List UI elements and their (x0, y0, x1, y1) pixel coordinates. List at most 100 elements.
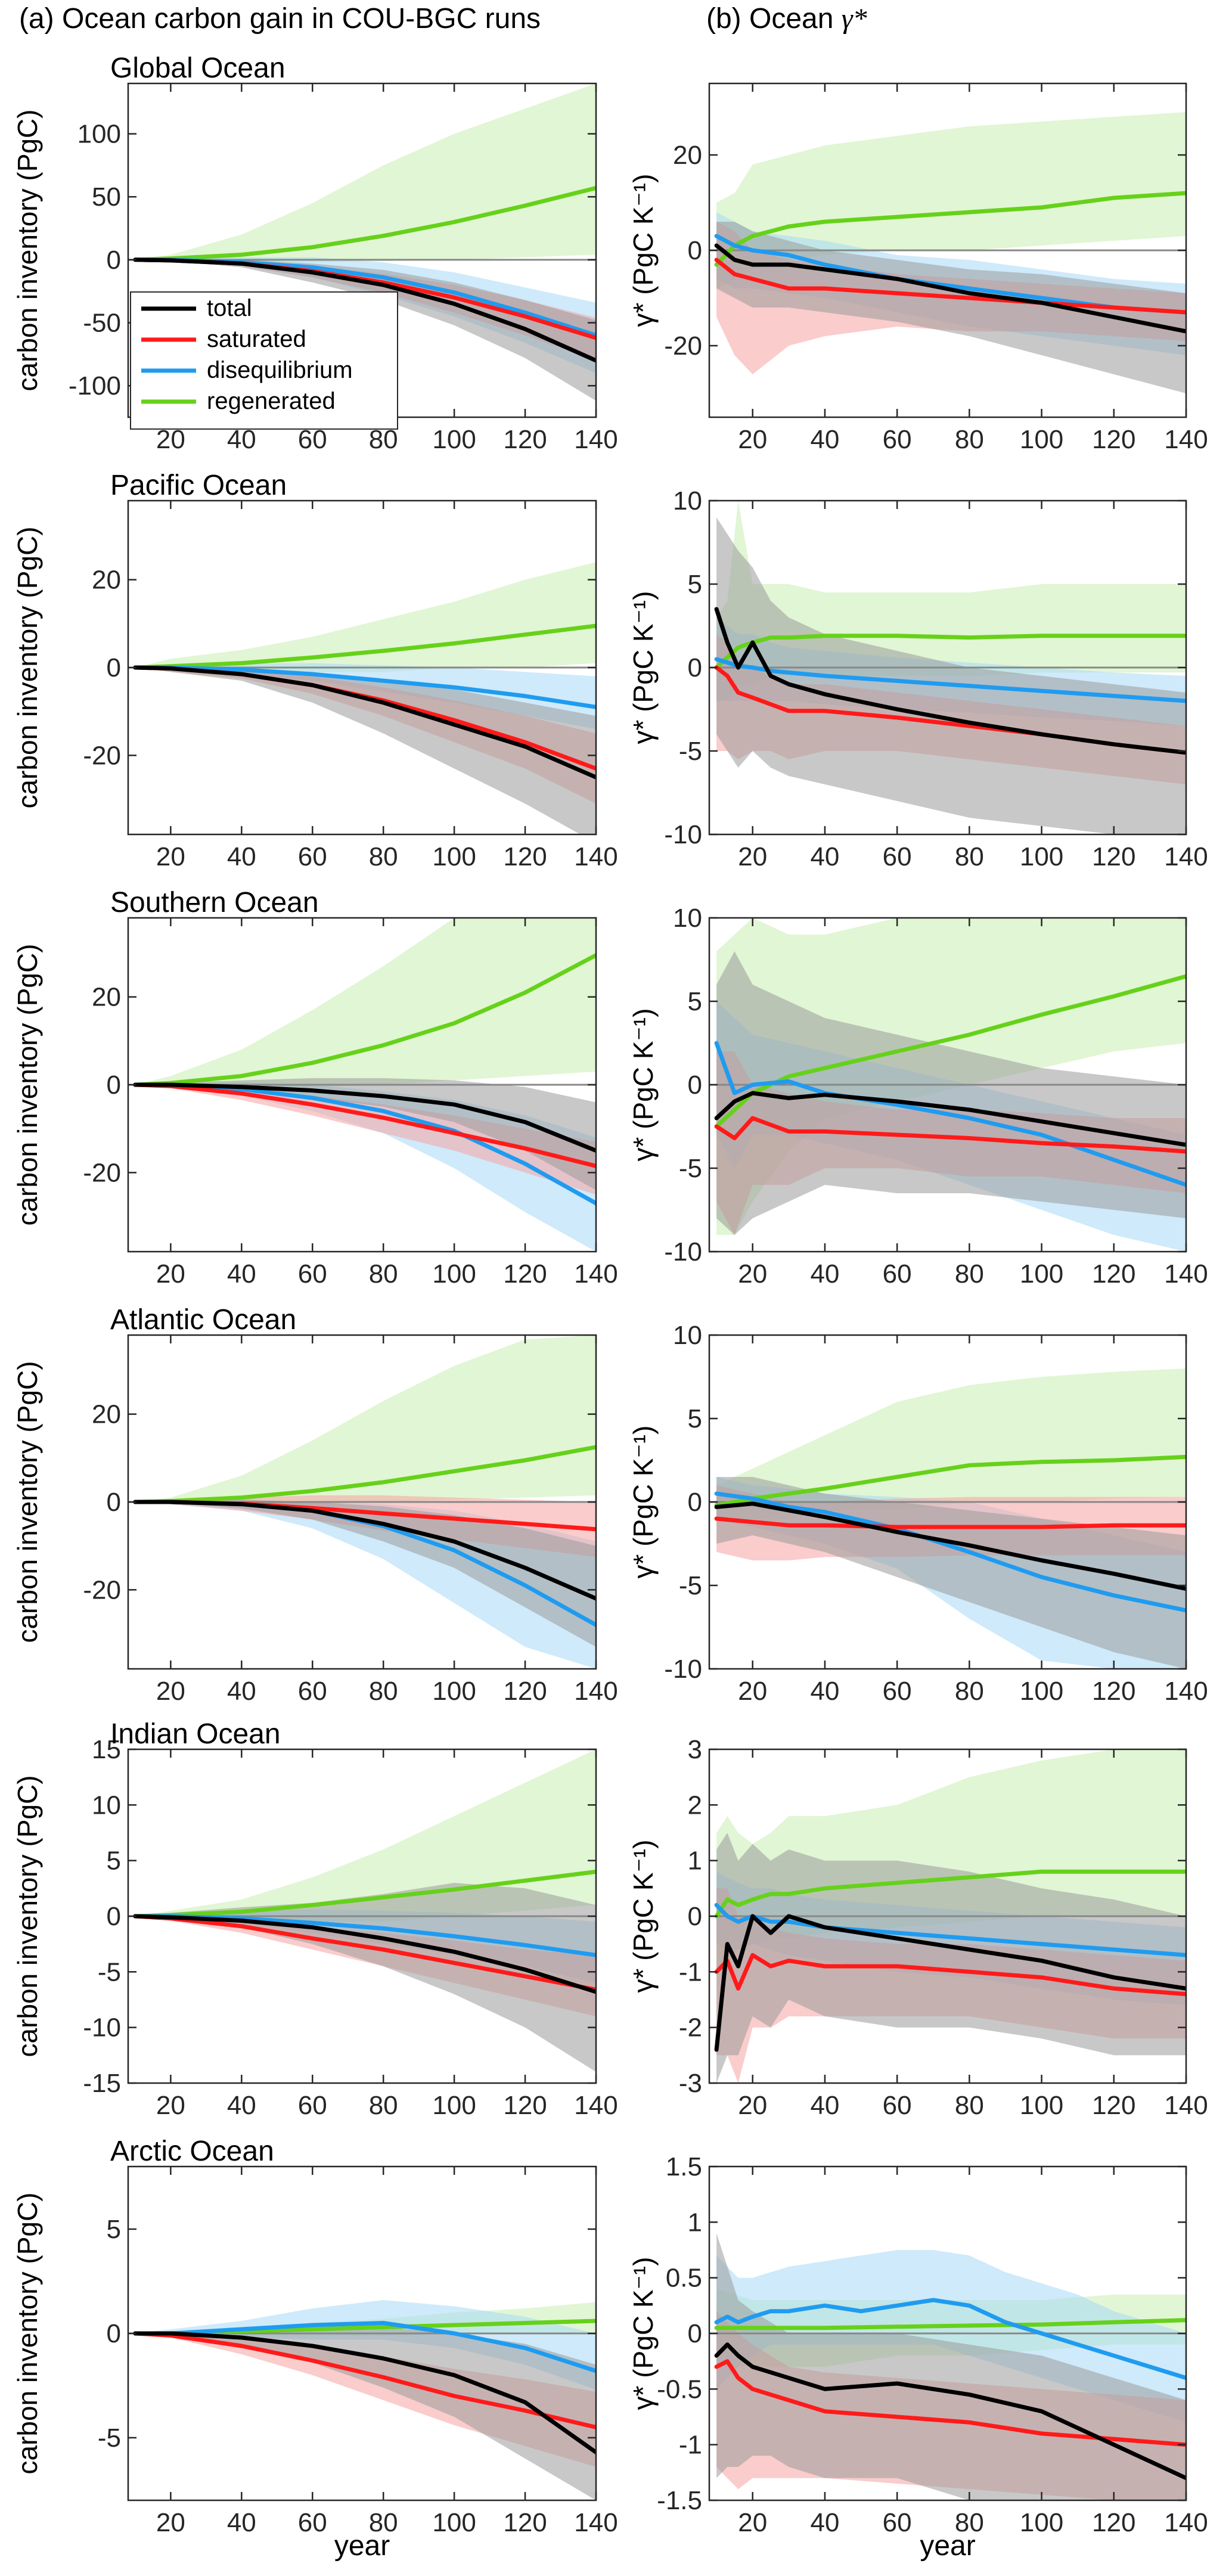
x-tick-label: 120 (1092, 425, 1135, 454)
x-tick-label: 140 (1164, 425, 1208, 454)
regenerated-uncertainty-band (716, 1368, 1186, 1519)
x-tick-label: 60 (298, 842, 327, 871)
x-tick-label: 40 (810, 2508, 839, 2537)
x-tick-label: 60 (298, 1677, 327, 1706)
saturated-series-line (133, 1082, 596, 1168)
total-series-line (133, 1914, 596, 1994)
y-axis-label: carbon inventory (PgC) (12, 1776, 43, 2057)
x-tick-label: 40 (227, 2508, 256, 2537)
x-tick-label: 120 (1092, 842, 1135, 871)
x-tick-label: 120 (503, 1259, 547, 1289)
regenerated-uncertainty-band (135, 1749, 596, 1922)
y-tick-label: -2 (679, 2013, 702, 2043)
y-tick-label: 1 (688, 1846, 702, 1876)
y-tick-label: 0 (107, 653, 121, 682)
panel-a-row-3: 20 40 60 80 100 120 140 -20 0 20 Atlantic Ocean car… (12, 1304, 618, 1706)
x-tick-label: 100 (432, 2508, 476, 2537)
total-uncertainty-band (716, 1833, 1186, 2083)
panel-title: Atlantic Ocean (110, 1304, 296, 1336)
y-tick-label: -5 (98, 2423, 121, 2453)
x-tick-label: 120 (1092, 1259, 1135, 1289)
x-tick-label: 140 (1164, 1677, 1208, 1706)
x-tick-label: 60 (298, 1259, 327, 1289)
panel-a-row-0: 20 40 60 80 100 120 140 -100 -50 0 50 100 Global Oce… (12, 52, 618, 454)
y-tick-label: -5 (679, 737, 702, 766)
x-tick-label: 80 (955, 1677, 984, 1706)
regenerated-uncertainty-band (135, 1335, 596, 1504)
saturated-series-line (714, 1116, 1186, 1154)
total-series-line (133, 665, 596, 780)
y-tick-label: -20 (664, 331, 702, 361)
y-tick-label: 50 (92, 182, 121, 212)
y-axis-label: carbon inventory (PgC) (12, 527, 43, 809)
saturated-series-line (133, 2331, 596, 2429)
x-tick-label: 100 (1020, 425, 1063, 454)
y-tick-label: 0 (107, 1902, 121, 1931)
y-tick-label: -20 (83, 1158, 121, 1187)
panel-title: Indian Ocean (110, 1718, 281, 1750)
panel-title: Southern Ocean (110, 887, 319, 918)
x-tick-label: 40 (810, 1259, 839, 1289)
legend-label-regenerated: regenerated (207, 388, 336, 414)
x-tick-label: 80 (369, 425, 398, 454)
x-tick-label: 20 (156, 2508, 185, 2537)
x-axis-label: year (334, 2530, 390, 2562)
y-axis-label: carbon inventory (PgC) (12, 2193, 43, 2475)
regenerated-uncertainty-band (135, 562, 596, 672)
panel-b-row-1: 20 40 60 80 100 120 140 -10 -5 0 5 10 γ* (PgC K⁻¹) (628, 486, 1208, 871)
total-uncertainty-band (716, 951, 1186, 1235)
x-tick-label: 20 (738, 842, 767, 871)
total-series-line (133, 1500, 596, 1601)
x-tick-label: 80 (955, 1259, 984, 1289)
regenerated-series-line (133, 953, 596, 1087)
y-tick-label: 1 (688, 2208, 702, 2237)
total-series-line (714, 1501, 1186, 1591)
y-tick-label: 5 (107, 1846, 121, 1876)
x-tick-label: 120 (503, 2091, 547, 2120)
x-tick-label: 40 (810, 425, 839, 454)
column-a-title: (a) Ocean carbon gain in COU-BGC runs (19, 3, 541, 35)
y-tick-label: -100 (69, 371, 121, 401)
y-tick-label: 1.5 (666, 2152, 702, 2181)
y-tick-label: 10 (673, 904, 702, 933)
x-tick-label: 20 (738, 425, 767, 454)
y-tick-label: -10 (664, 820, 702, 849)
plot-area (128, 83, 596, 401)
y-tick-label: -15 (83, 2069, 121, 2098)
x-tick-label: 40 (810, 1677, 839, 1706)
x-tick-label: 40 (227, 1259, 256, 1289)
x-tick-label: 140 (1164, 2091, 1208, 2120)
plot-area (128, 1749, 596, 2072)
plot-area (709, 2233, 1186, 2500)
x-tick-label: 60 (883, 1677, 912, 1706)
x-tick-label: 20 (156, 425, 185, 454)
panel-b-row-2: 20 40 60 80 100 120 140 -10 -5 0 5 10 γ* (PgC K⁻¹) (628, 904, 1208, 1289)
x-tick-label: 120 (503, 2508, 547, 2537)
y-tick-label: 15 (92, 1735, 121, 1764)
x-tick-label: 80 (369, 842, 398, 871)
x-tick-label: 100 (1020, 842, 1063, 871)
total-uncertainty-band (135, 1883, 596, 2072)
x-tick-label: 40 (810, 2091, 839, 2120)
y-tick-label: 0.5 (666, 2264, 702, 2293)
y-tick-label: 20 (92, 983, 121, 1012)
total-series-line (714, 1091, 1186, 1147)
panel-a-row-5: 20 40 60 80 100 120 140 -5 0 5 Arctic Ocean carbon … (12, 2136, 618, 2562)
total-series-line (714, 1914, 1186, 2052)
disequilibrium-uncertainty-band (135, 663, 596, 730)
y-axis-label: γ* (PgC K⁻¹) (628, 174, 659, 327)
regenerated-series-line (714, 634, 1186, 670)
x-tick-label: 20 (156, 1259, 185, 1289)
x-tick-label: 100 (432, 1259, 476, 1289)
regenerated-series-line (133, 185, 596, 262)
y-axis-label: γ* (PgC K⁻¹) (628, 1840, 659, 1993)
y-tick-label: 0 (107, 1488, 121, 1517)
x-axis-label: year (920, 2530, 975, 2562)
x-tick-label: 40 (227, 842, 256, 871)
x-tick-label: 60 (298, 425, 327, 454)
y-tick-label: -5 (98, 1957, 121, 1987)
x-tick-label: 20 (738, 2508, 767, 2537)
y-tick-label: 20 (92, 1400, 121, 1429)
plot-area (709, 918, 1186, 1252)
